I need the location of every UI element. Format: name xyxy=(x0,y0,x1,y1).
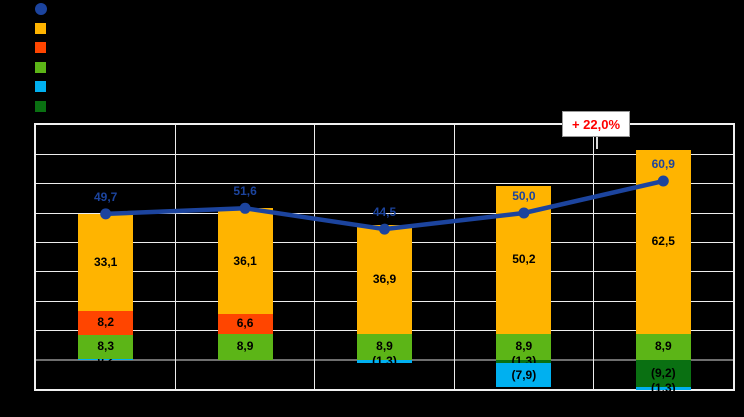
bar-segment-label: (1,3) xyxy=(650,381,676,396)
gridline-vertical xyxy=(453,125,455,389)
bar-segment-light-green xyxy=(357,333,412,360)
bar-segment-light-green xyxy=(217,333,273,360)
bar-segment-label: 36,9 xyxy=(372,271,397,286)
bar-segment-cyan xyxy=(635,386,691,391)
bar-segment-label: 8,2 xyxy=(97,315,115,330)
legend-item-light-green xyxy=(35,61,53,73)
bar-segment-label: 8,9 xyxy=(236,339,254,354)
legend-swatch-total-line-icon xyxy=(35,2,47,15)
bar-segment-label: 36,1 xyxy=(233,253,257,268)
bar-segment-label: 8,3 xyxy=(97,339,115,354)
bar-segment-orange xyxy=(217,208,273,315)
bar-segment-label: 33,1 xyxy=(94,254,118,269)
bar-segment-light-green xyxy=(78,334,134,360)
plot-area: 0,28,38,233,18,96,636,18,936,9(1,3)8,950… xyxy=(36,125,733,395)
annotation-callout-line xyxy=(596,135,598,149)
bar-segment-cyan xyxy=(357,359,412,364)
plot-frame: 0,28,38,233,18,96,636,18,936,9(1,3)8,950… xyxy=(34,123,735,395)
growth-annotation: + 22,0% xyxy=(562,111,630,137)
line-marker-icon xyxy=(239,202,251,214)
legend-item-dark-green xyxy=(35,100,53,112)
legend-swatch-orange-icon xyxy=(35,22,46,34)
line-value-label: 50,0 xyxy=(512,189,536,203)
bar-segment-dark-green xyxy=(635,359,691,387)
legend xyxy=(35,2,53,112)
legend-swatch-red-orange-icon xyxy=(35,42,46,53)
bar-segment-label: (1,3) xyxy=(372,354,397,369)
legend-swatch-cyan-icon xyxy=(35,81,46,92)
bar-segment-light-green xyxy=(496,333,552,360)
legend-item-red-orange xyxy=(35,42,53,53)
bar-segment-red-orange xyxy=(78,310,134,335)
gridline-vertical xyxy=(174,125,176,389)
total-line-chart xyxy=(100,175,669,235)
bar-segment-orange xyxy=(78,213,134,311)
line-marker-icon xyxy=(379,223,390,235)
legend-swatch-light-green-icon xyxy=(35,61,46,73)
growth-annotation-text: + 22,0% xyxy=(571,116,621,132)
gridline-horizontal xyxy=(36,183,733,185)
gridline-horizontal xyxy=(36,212,733,214)
bar-segment-cyan xyxy=(78,359,134,360)
bar-segment-label: 8,9 xyxy=(654,339,672,354)
bar-segment-cyan xyxy=(496,363,552,387)
bar-segment-label: 50,2 xyxy=(512,252,536,267)
bar-segment-label: (7,9) xyxy=(511,367,537,382)
line-value-label: 60,9 xyxy=(651,157,675,172)
bar-segment-label: (9,2) xyxy=(650,365,676,380)
legend-item-orange xyxy=(35,22,53,34)
bar-segment-label: 6,6 xyxy=(236,316,254,331)
line-value-label: 51,6 xyxy=(233,184,257,199)
legend-swatch-dark-green-icon xyxy=(35,100,46,112)
gridline-vertical xyxy=(593,125,595,389)
line-value-label: 49,7 xyxy=(94,189,118,204)
gridline-horizontal xyxy=(36,153,733,155)
bar-segment-orange xyxy=(357,225,412,334)
bar-segment-red-orange xyxy=(217,314,273,334)
line-marker-icon xyxy=(100,208,112,220)
bar-segment-label: 62,5 xyxy=(651,234,675,249)
line-marker-icon xyxy=(657,175,669,187)
gridline-vertical xyxy=(314,125,316,389)
legend-item-total-line xyxy=(35,2,53,15)
line-marker-icon xyxy=(518,207,530,219)
bar-segment-label: 8,9 xyxy=(515,339,533,354)
line-value-label: 44,5 xyxy=(372,205,397,220)
legend-item-cyan xyxy=(35,81,53,92)
bar-segment-dark-green xyxy=(496,359,552,364)
bar-segment-label: 8,9 xyxy=(376,339,393,354)
bar-segment-light-green xyxy=(635,333,691,360)
